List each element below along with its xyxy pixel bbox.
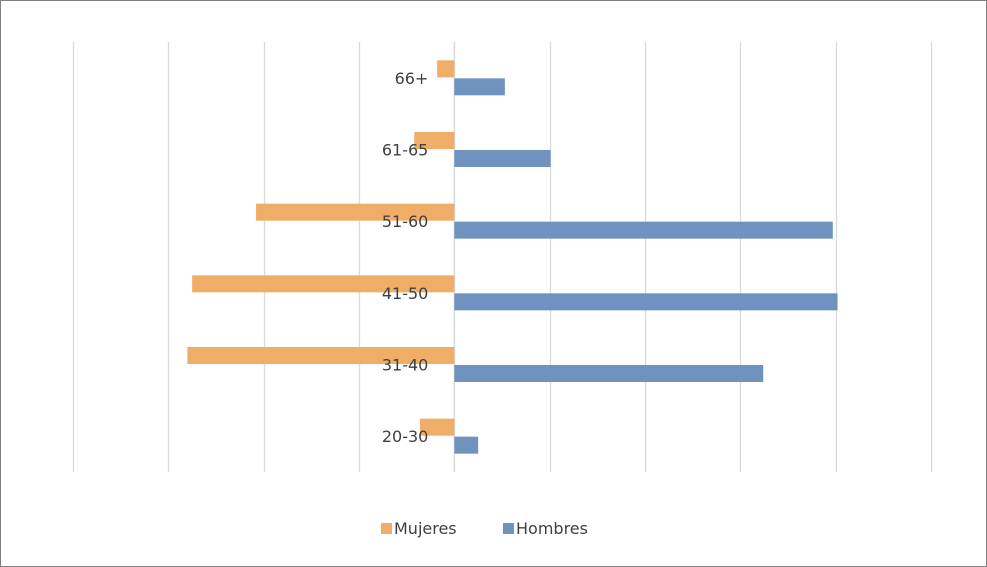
bar-hombres-31-40 bbox=[454, 365, 764, 382]
bar-mujeres-20-30 bbox=[420, 418, 455, 436]
category-label: 20-30 bbox=[382, 427, 429, 446]
category-label: 31-40 bbox=[382, 356, 429, 375]
bars bbox=[187, 60, 838, 454]
bar-mujeres-31-40 bbox=[187, 347, 455, 364]
legend: Mujeres Hombres bbox=[381, 519, 588, 538]
gridlines bbox=[72, 42, 933, 472]
category-label: 61-65 bbox=[382, 141, 429, 160]
bar-hombres-61-65 bbox=[454, 150, 551, 167]
bar-hombres-41-50 bbox=[454, 293, 838, 311]
bar-hombres-20-30 bbox=[454, 436, 479, 454]
legend-swatch-hombres bbox=[503, 523, 514, 534]
category-label: 41-50 bbox=[382, 284, 429, 303]
bar-mujeres-66+ bbox=[437, 60, 455, 78]
legend-label-hombres: Hombres bbox=[516, 519, 588, 538]
bar-mujeres-41-50 bbox=[192, 275, 455, 293]
bar-mujeres-61-65 bbox=[414, 132, 455, 149]
legend-label-mujeres: Mujeres bbox=[394, 519, 457, 538]
legend-swatch-mujeres bbox=[381, 523, 392, 534]
bar-hombres-51-60 bbox=[454, 221, 833, 239]
category-label: 51-60 bbox=[382, 212, 429, 231]
bar-hombres-66+ bbox=[454, 78, 505, 96]
category-label: 66+ bbox=[395, 69, 429, 88]
bar-mujeres-51-60 bbox=[256, 203, 455, 221]
category-labels: 66+ 61-65 51-60 41-50 31-40 20-30 bbox=[382, 69, 429, 446]
